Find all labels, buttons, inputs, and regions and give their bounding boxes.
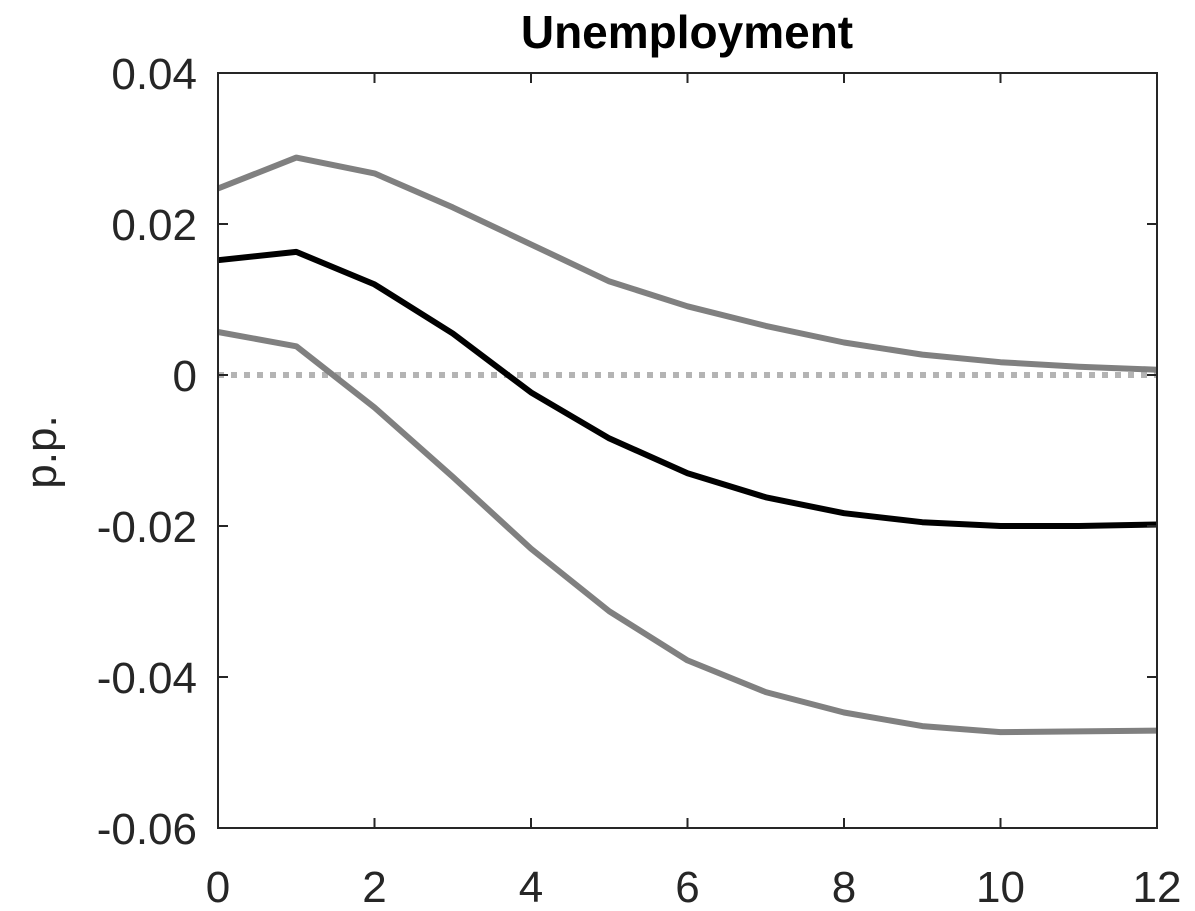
chart-title: Unemployment	[521, 6, 853, 58]
y-tick-label: -0.02	[97, 503, 197, 552]
y-tick-label: 0.04	[111, 50, 197, 99]
x-tick-label: 2	[362, 863, 386, 911]
x-tick-label: 6	[675, 863, 699, 911]
series-line-point-estimate	[217, 248, 1158, 529]
axis-ticks: 0 2 4 6 8 10 12 -0.06 -0.04 -0.02 0 0.02 0.04	[97, 50, 1182, 911]
x-tick-label: 10	[976, 863, 1025, 911]
x-tick-label: 0	[206, 863, 230, 911]
y-tick-label: -0.04	[97, 654, 197, 703]
x-tick-label: 12	[1133, 863, 1182, 911]
y-axis-label: p.p.	[17, 415, 66, 488]
plot-area	[216, 154, 1158, 736]
y-tick-label: 0	[173, 352, 197, 401]
axes-box	[217, 72, 1158, 829]
x-tick-label: 4	[519, 863, 543, 911]
series-line-upper-band	[216, 154, 1158, 373]
x-tick-label: 8	[832, 863, 856, 911]
y-tick-label: 0.02	[111, 201, 197, 250]
y-tick-label: -0.06	[97, 805, 197, 854]
series-line-lower-band	[217, 329, 1158, 736]
